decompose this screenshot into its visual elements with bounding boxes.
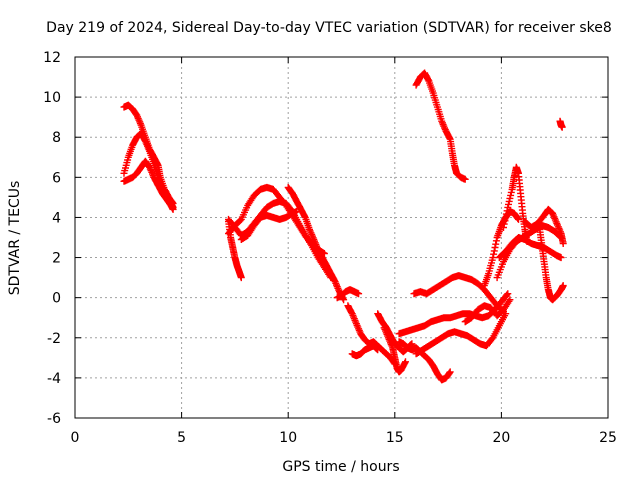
series-track-09 bbox=[333, 286, 363, 302]
point-markers bbox=[237, 207, 301, 243]
y-tick-label: 2 bbox=[52, 251, 61, 267]
x-tick-label: 25 bbox=[599, 430, 617, 446]
x-tick-label: 10 bbox=[279, 430, 297, 446]
point-markers bbox=[412, 69, 469, 183]
series-track-18 bbox=[412, 69, 469, 183]
point-markers bbox=[410, 272, 507, 316]
chart-title: Day 219 of 2024, Sidereal Day-to-day VTE… bbox=[46, 20, 612, 36]
series-track-25 bbox=[461, 296, 514, 326]
point-markers bbox=[333, 286, 363, 302]
y-tick-label: 8 bbox=[52, 130, 61, 146]
point-markers bbox=[521, 205, 567, 247]
y-tick-label: -4 bbox=[47, 371, 61, 387]
series-track-24 bbox=[536, 226, 567, 304]
series-track-22 bbox=[521, 205, 567, 247]
y-axis-label: SDTVAR / TECUs bbox=[7, 181, 23, 296]
point-markers bbox=[120, 157, 177, 213]
y-tick-label: -6 bbox=[47, 411, 61, 427]
x-tick-label: 0 bbox=[71, 430, 80, 446]
series-track-06 bbox=[225, 197, 328, 257]
series-track-20 bbox=[500, 163, 531, 245]
y-tick-label: 6 bbox=[52, 170, 61, 186]
x-tick-label: 5 bbox=[177, 430, 186, 446]
series-track-07 bbox=[237, 207, 301, 243]
point-markers bbox=[225, 197, 328, 257]
x-tick-label: 15 bbox=[386, 430, 404, 446]
series-track-26 bbox=[556, 117, 566, 131]
point-markers bbox=[412, 310, 510, 358]
plot-frame bbox=[74, 56, 609, 419]
point-markers bbox=[348, 342, 382, 360]
x-axis-label: GPS time / hours bbox=[282, 459, 399, 475]
point-markers bbox=[284, 183, 348, 304]
series-track-03 bbox=[120, 157, 177, 213]
y-tick-label: 12 bbox=[43, 50, 61, 66]
point-markers bbox=[500, 163, 531, 245]
x-tick-label: 20 bbox=[492, 430, 510, 446]
series-track-11 bbox=[348, 342, 382, 360]
axis-ticks: 0 5 10 15 20 25 -6 -4 -2 0 2 4 6 8 10 12 bbox=[43, 50, 617, 446]
series-track-17 bbox=[410, 272, 507, 316]
point-markers bbox=[536, 226, 567, 304]
y-tick-label: 4 bbox=[52, 210, 61, 226]
series-track-08 bbox=[284, 183, 348, 304]
data-points bbox=[120, 69, 567, 384]
point-markers bbox=[461, 296, 514, 326]
y-tick-label: -2 bbox=[47, 331, 61, 347]
y-tick-label: 0 bbox=[52, 291, 61, 307]
y-tick-label: 10 bbox=[43, 90, 61, 106]
series-track-16 bbox=[412, 310, 510, 358]
point-markers bbox=[556, 117, 566, 131]
